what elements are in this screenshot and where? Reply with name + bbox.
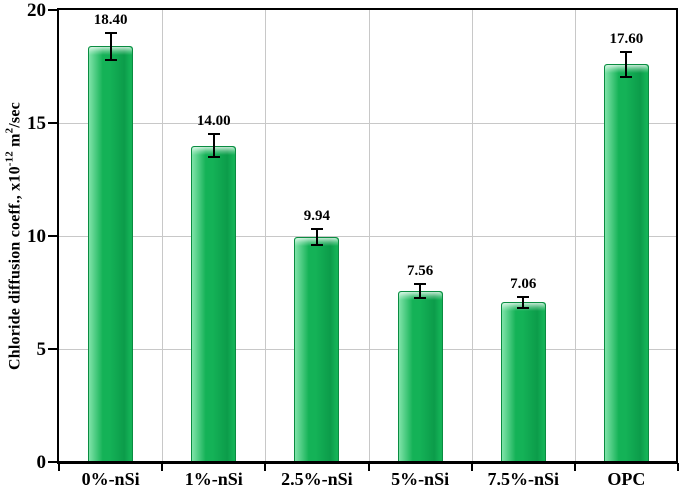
- bar-value-label: 7.56: [406, 263, 434, 280]
- bar-value-label: 18.40: [93, 11, 128, 28]
- x-category-label: 5%-nSi: [391, 469, 450, 489]
- v-gridline: [162, 10, 164, 462]
- y-axis-title-exponent: -12: [3, 151, 16, 167]
- bar: [603, 64, 649, 463]
- bar: [191, 145, 237, 463]
- y-axis-tick-label: 10: [27, 226, 46, 247]
- x-category-label: 7.5%-nSi: [487, 469, 559, 489]
- error-bar-cap-bottom: [517, 307, 530, 310]
- error-bar-cap-top: [620, 50, 633, 53]
- error-bar-line: [625, 51, 628, 77]
- bar: [88, 46, 134, 463]
- x-category-label: 1%-nSi: [184, 469, 243, 489]
- bar: [500, 302, 546, 463]
- y-axis-tick: [48, 461, 57, 463]
- error-bar-cap-top: [310, 228, 323, 231]
- v-gridline: [574, 10, 576, 462]
- v-gridline: [265, 10, 267, 462]
- error-bar-cap-top: [207, 133, 220, 136]
- y-axis-tick: [48, 9, 57, 11]
- error-bar-cap-top: [517, 295, 530, 298]
- error-bar-line: [109, 32, 112, 60]
- y-axis-tick: [48, 122, 57, 124]
- x-axis-tick: [367, 463, 370, 471]
- error-bar-line: [212, 134, 215, 157]
- x-axis-tick: [470, 463, 473, 471]
- error-bar-cap-top: [104, 31, 117, 34]
- bar: [397, 291, 443, 463]
- x-axis-tick: [264, 463, 267, 471]
- error-bar-cap-top: [414, 283, 427, 286]
- x-axis-tick: [677, 463, 679, 471]
- bar-value-label: 17.60: [609, 30, 644, 47]
- x-category-label: OPC: [607, 469, 646, 489]
- y-axis-tick-label: 0: [36, 452, 47, 473]
- y-axis-tick-label: 5: [36, 339, 47, 360]
- bar-value-label: 14.00: [196, 113, 231, 130]
- error-bar-line: [522, 296, 525, 309]
- x-axis-tick: [161, 463, 164, 471]
- y-axis-tick: [48, 348, 57, 350]
- error-bar-cap-bottom: [207, 155, 220, 158]
- error-bar-cap-bottom: [104, 58, 117, 61]
- bar-value-label: 9.94: [303, 208, 331, 225]
- bar-value-label: 7.06: [510, 275, 537, 292]
- y-axis-tick-label: 20: [27, 0, 46, 21]
- x-axis-tick: [58, 463, 60, 471]
- error-bar-cap-bottom: [310, 244, 323, 247]
- error-bar-line: [315, 229, 318, 246]
- bar: [294, 237, 340, 463]
- x-category-label: 0%-nSi: [81, 469, 140, 489]
- error-bar-cap-bottom: [414, 296, 427, 299]
- x-axis-tick: [573, 463, 576, 471]
- y-axis-tick: [48, 235, 57, 237]
- error-bar-cap-bottom: [620, 75, 633, 78]
- v-gridline: [471, 10, 473, 462]
- x-category-label: 2.5%-nSi: [281, 469, 353, 489]
- error-bar-line: [419, 284, 422, 298]
- v-gridline: [368, 10, 370, 462]
- y-axis-tick-label: 15: [27, 113, 46, 134]
